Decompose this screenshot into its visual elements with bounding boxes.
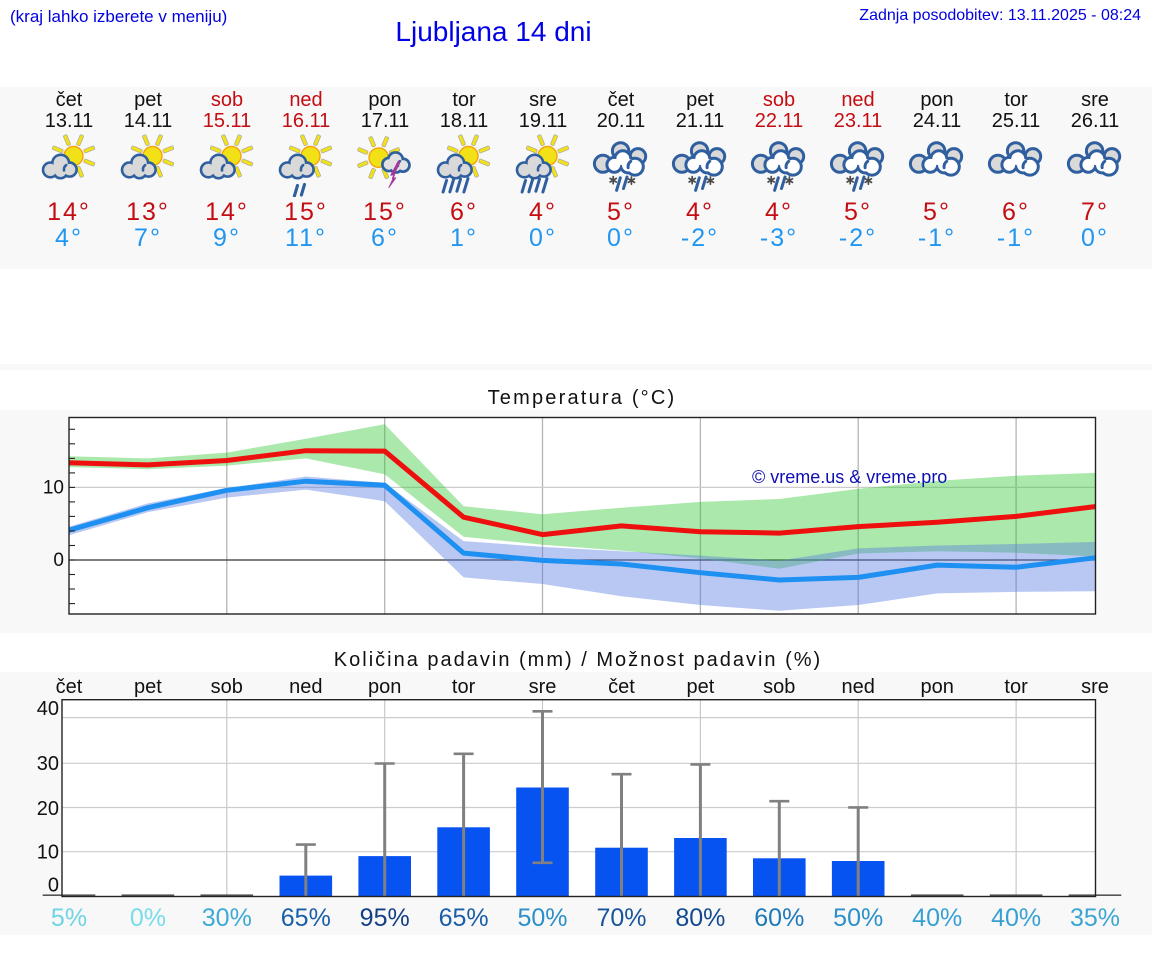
svg-text:pet: pet [686,676,714,698]
svg-text:čet: čet [56,676,83,698]
svg-text:95%: 95% [360,904,410,932]
svg-text:ned: ned [842,676,875,698]
svg-text:65%: 65% [281,904,331,932]
svg-text:0: 0 [48,875,59,897]
svg-text:sre: sre [1081,676,1109,698]
svg-text:10: 10 [37,842,59,864]
svg-text:70%: 70% [596,904,646,932]
svg-text:40: 40 [37,698,59,720]
svg-text:sob: sob [211,676,243,698]
svg-text:tor: tor [452,676,476,698]
svg-text:80%: 80% [675,904,725,932]
svg-text:ned: ned [289,676,322,698]
svg-text:40%: 40% [912,904,962,932]
svg-text:tor: tor [1004,676,1028,698]
svg-text:čet: čet [608,676,635,698]
svg-text:sre: sre [529,676,557,698]
svg-text:65%: 65% [439,904,489,932]
svg-text:© vreme.us & vreme.pro: © vreme.us & vreme.pro [752,467,947,487]
svg-text:50%: 50% [517,904,567,932]
svg-text:20: 20 [37,798,59,820]
svg-text:10: 10 [43,477,64,498]
svg-text:50%: 50% [833,904,883,932]
svg-text:pon: pon [921,676,954,698]
svg-text:0%: 0% [130,904,166,932]
svg-text:pet: pet [134,676,162,698]
svg-text:30%: 30% [202,904,252,932]
svg-text:sob: sob [763,676,795,698]
svg-text:35%: 35% [1070,904,1120,932]
svg-text:0: 0 [53,550,64,571]
svg-text:5%: 5% [51,904,87,932]
svg-text:pon: pon [368,676,401,698]
svg-text:40%: 40% [991,904,1041,932]
svg-text:60%: 60% [754,904,804,932]
svg-text:30: 30 [37,753,59,775]
